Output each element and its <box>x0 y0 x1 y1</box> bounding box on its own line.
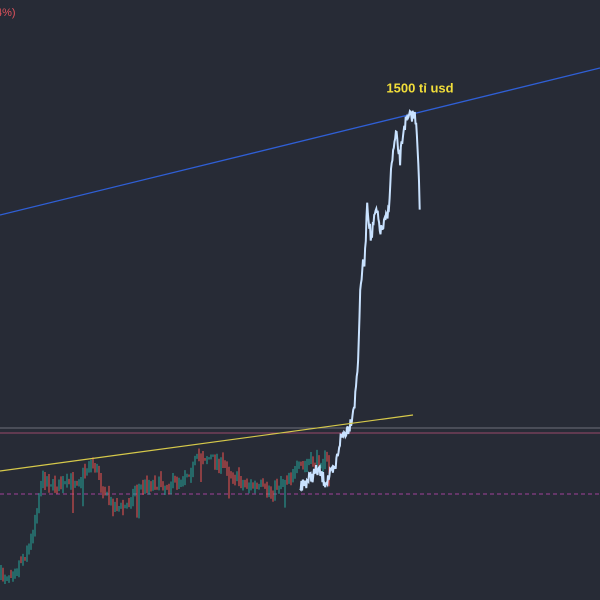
trend-line-blue <box>0 67 600 216</box>
trend-line-yellow <box>0 414 414 472</box>
change-text: 4%) <box>0 7 16 19</box>
candles <box>0 448 330 584</box>
price-line <box>299 108 421 492</box>
annotation-label: 1500 tỉ usd <box>386 80 453 95</box>
